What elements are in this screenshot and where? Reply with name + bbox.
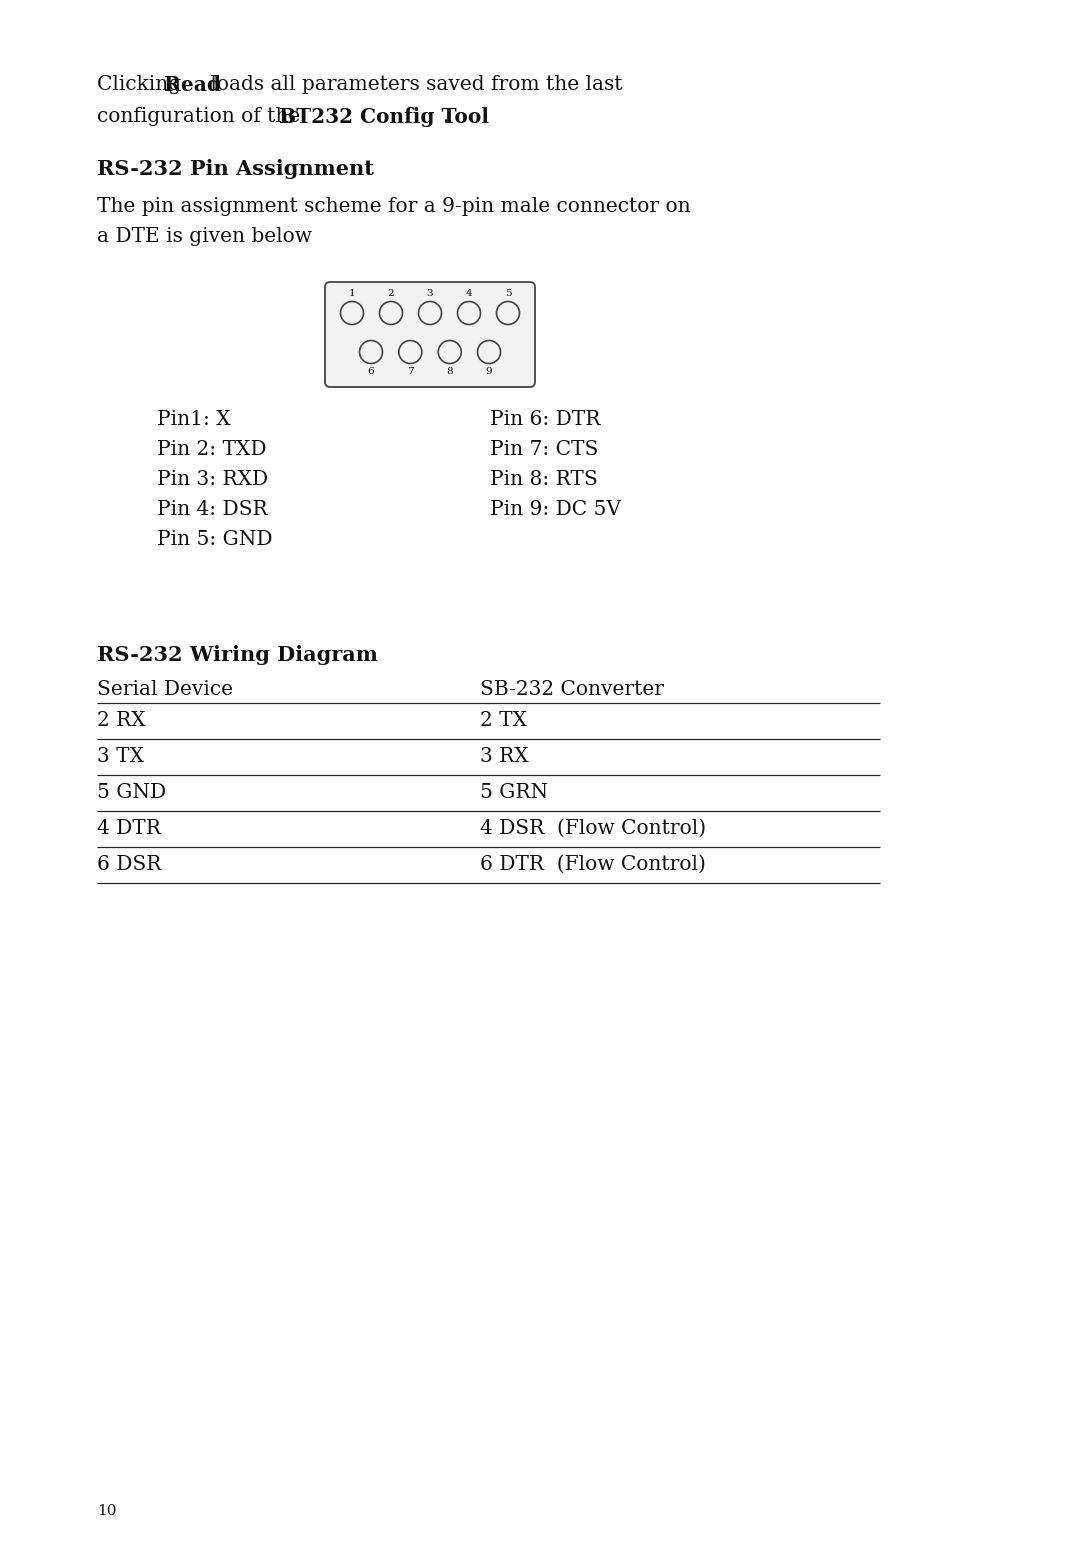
Text: 7: 7 [407, 367, 414, 376]
Text: 6 DSR: 6 DSR [97, 854, 161, 874]
Text: .: . [442, 106, 448, 126]
Text: 9: 9 [486, 367, 492, 376]
Ellipse shape [497, 302, 519, 324]
Text: loads all parameters saved from the last: loads all parameters saved from the last [204, 76, 622, 94]
Text: 2 TX: 2 TX [480, 711, 527, 729]
Text: 5: 5 [504, 288, 511, 298]
Ellipse shape [419, 302, 442, 324]
Text: 10: 10 [97, 1503, 117, 1517]
Text: 4 DTR: 4 DTR [97, 819, 161, 837]
Text: 2 RX: 2 RX [97, 711, 146, 729]
Ellipse shape [458, 302, 481, 324]
Text: 8: 8 [446, 367, 453, 376]
Text: Pin 9: DC 5V: Pin 9: DC 5V [490, 500, 621, 520]
Text: Pin 2: TXD: Pin 2: TXD [157, 439, 267, 460]
Ellipse shape [379, 302, 403, 324]
Text: Pin 7: CTS: Pin 7: CTS [490, 439, 598, 460]
Text: 6: 6 [367, 367, 375, 376]
Text: The pin assignment scheme for a 9-pin male connector on: The pin assignment scheme for a 9-pin ma… [97, 197, 690, 216]
Text: 4: 4 [465, 288, 472, 298]
Text: RS-232 Wiring Diagram: RS-232 Wiring Diagram [97, 645, 378, 665]
Text: 4 DSR  (Flow Control): 4 DSR (Flow Control) [480, 819, 706, 837]
Text: a DTE is given below: a DTE is given below [97, 227, 312, 247]
Text: Pin 4: DSR: Pin 4: DSR [157, 500, 268, 520]
Ellipse shape [360, 341, 382, 364]
Ellipse shape [399, 341, 422, 364]
Text: SB-232 Converter: SB-232 Converter [480, 680, 664, 699]
Text: BT232 Config Tool: BT232 Config Tool [279, 106, 489, 126]
Ellipse shape [340, 302, 364, 324]
Text: configuration of the: configuration of the [97, 106, 307, 126]
Text: Clicking: Clicking [97, 76, 188, 94]
Text: Pin1: X: Pin1: X [157, 410, 231, 429]
Text: Pin 6: DTR: Pin 6: DTR [490, 410, 600, 429]
Text: Serial Device: Serial Device [97, 680, 233, 699]
Text: 3 TX: 3 TX [97, 746, 144, 766]
Text: 2: 2 [388, 288, 394, 298]
Text: Pin 5: GND: Pin 5: GND [157, 530, 272, 549]
Text: Read: Read [164, 76, 221, 96]
Ellipse shape [438, 341, 461, 364]
Text: 1: 1 [349, 288, 355, 298]
FancyBboxPatch shape [325, 282, 535, 387]
Text: RS-232 Pin Assignment: RS-232 Pin Assignment [97, 159, 374, 179]
Text: 6 DTR  (Flow Control): 6 DTR (Flow Control) [480, 854, 706, 874]
Text: 5 GND: 5 GND [97, 783, 166, 802]
Text: 3: 3 [427, 288, 433, 298]
Text: Pin 3: RXD: Pin 3: RXD [157, 470, 268, 489]
Text: 3 RX: 3 RX [480, 746, 528, 766]
Text: 5 GRN: 5 GRN [480, 783, 549, 802]
Ellipse shape [477, 341, 500, 364]
Text: Pin 8: RTS: Pin 8: RTS [490, 470, 597, 489]
